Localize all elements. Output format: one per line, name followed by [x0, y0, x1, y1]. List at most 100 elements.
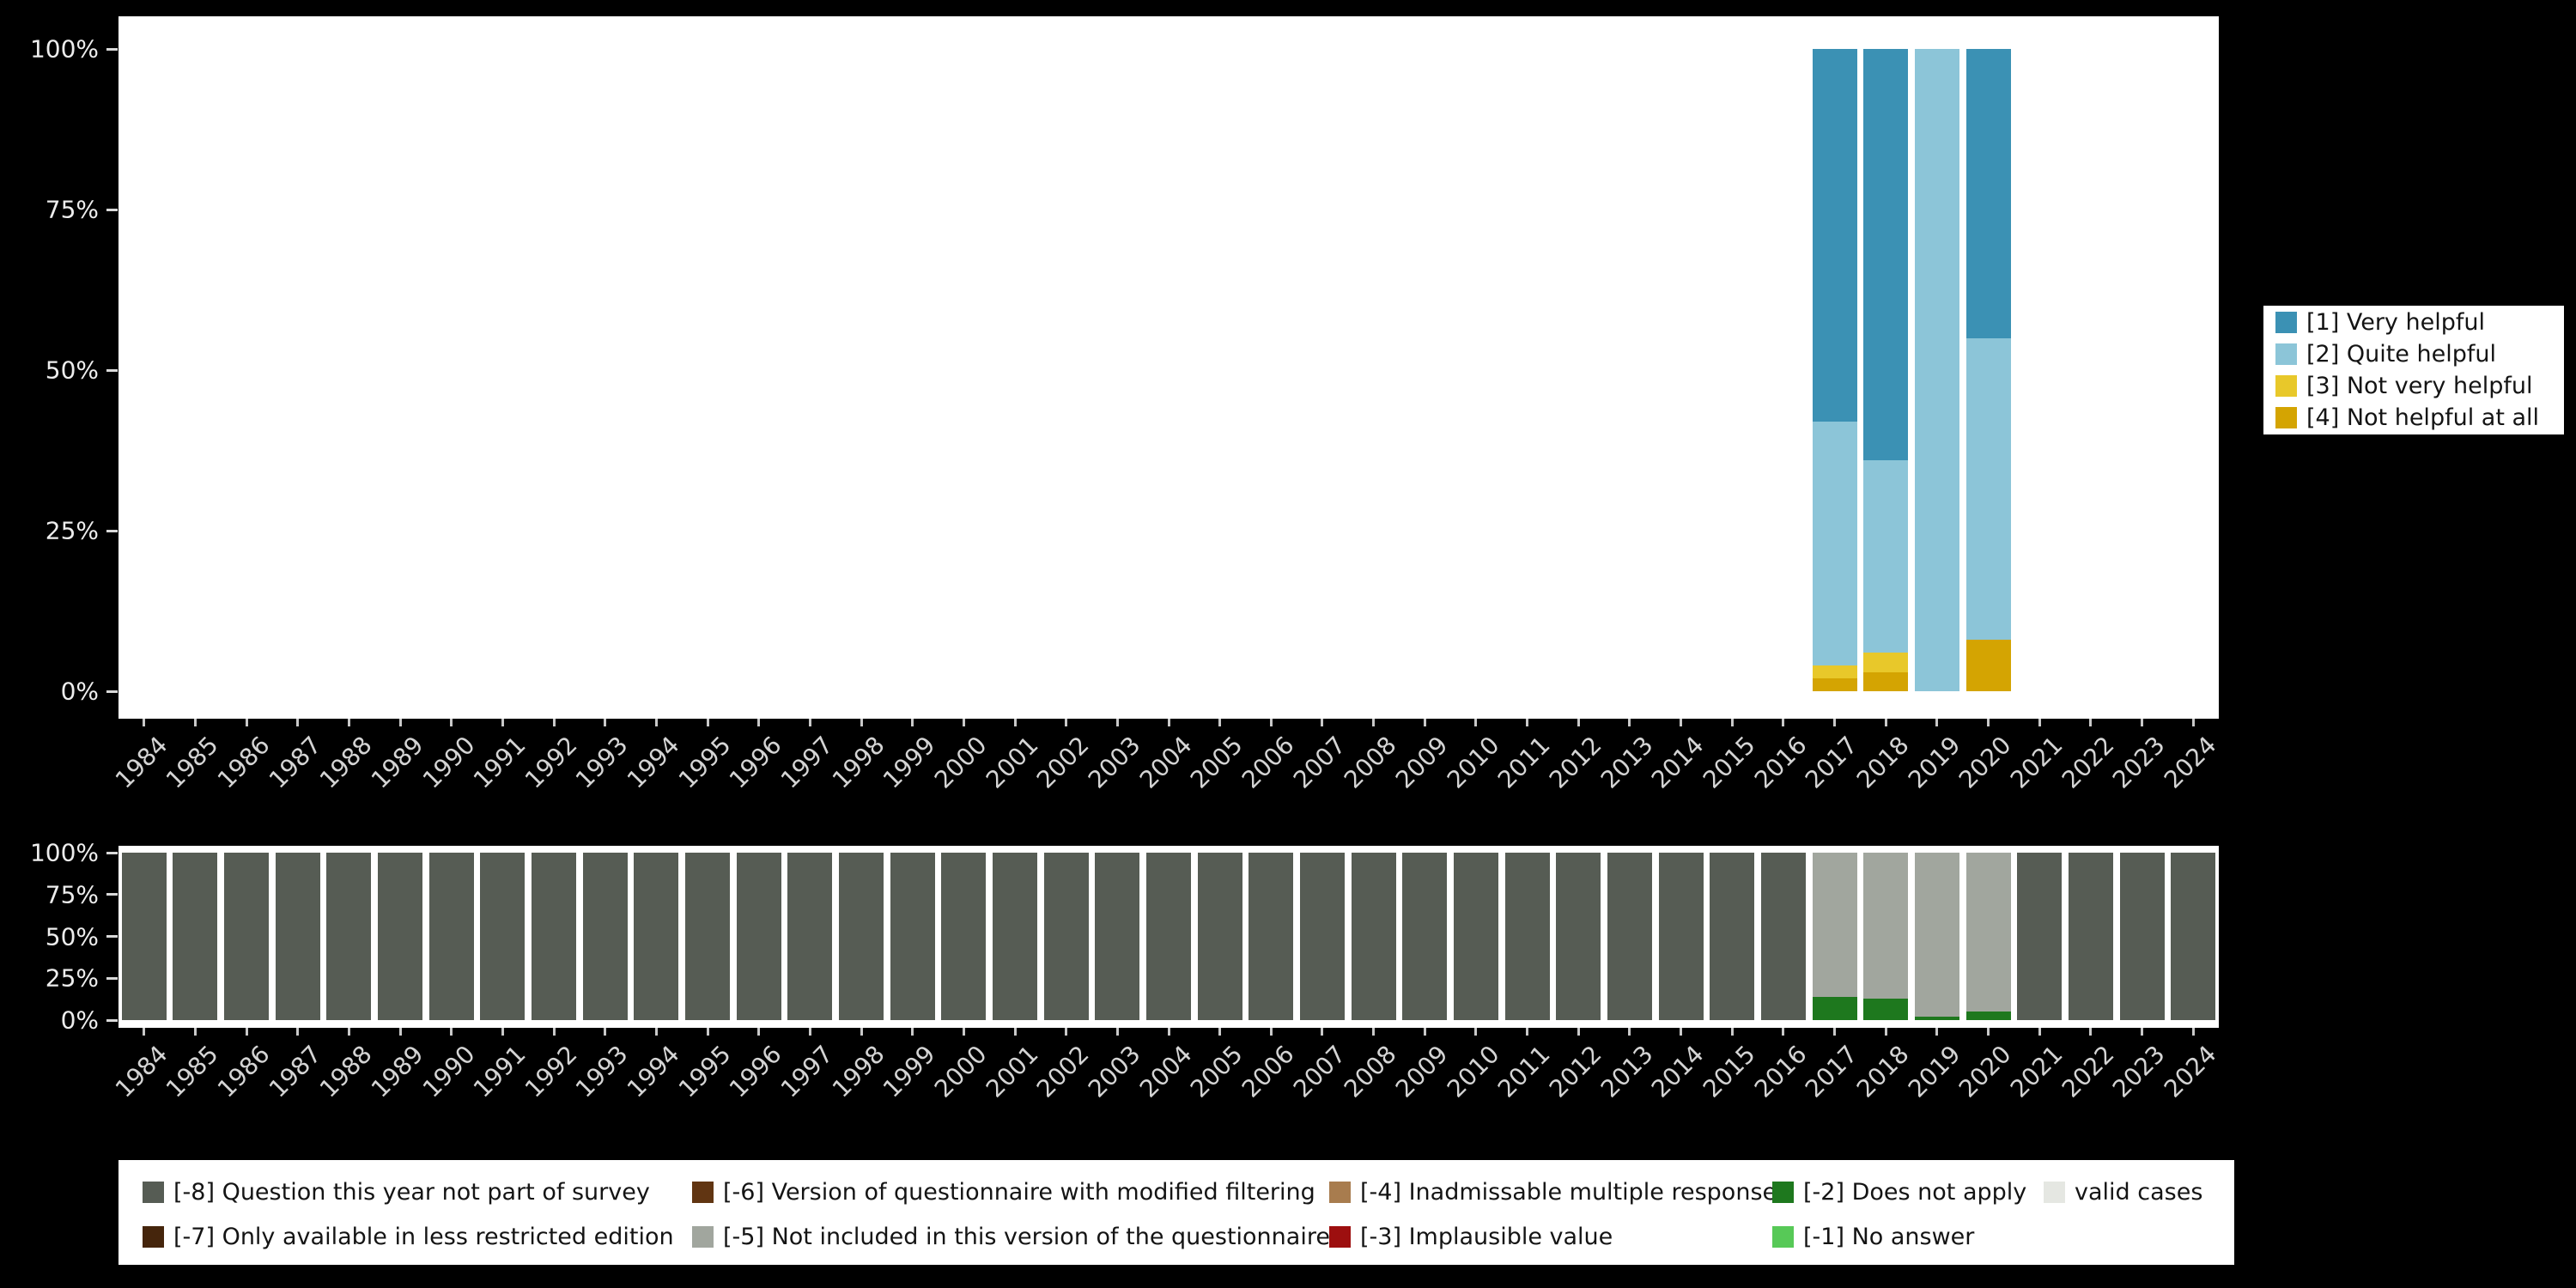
x-axis-tick [1730, 1028, 1734, 1036]
x-axis-tick [245, 1028, 248, 1036]
x-axis-label-text: 2008 [1339, 1040, 1402, 1103]
x-axis-label-text: 2005 [1185, 1040, 1249, 1103]
x-axis-label-text: 1989 [365, 1040, 429, 1103]
x-axis-tick [1526, 719, 1529, 726]
bar-segment-1989 [378, 853, 423, 1020]
x-axis-tick [1372, 1028, 1376, 1036]
y-axis-label: 0% [60, 1005, 99, 1035]
legend-item-label: [-4] Inadmissable multiple response [1360, 1179, 1777, 1206]
x-axis-label-text: 2003 [1082, 1040, 1146, 1103]
bar-segment-1996 [736, 853, 781, 1020]
x-axis-label-text: 1987 [263, 731, 327, 794]
legend-item: [-5] Not included in this version of the… [692, 1224, 1330, 1250]
bar-segment-1984 [121, 853, 167, 1020]
legend-item: [-3] Implausible value [1329, 1224, 1613, 1250]
x-axis-label-text: 1985 [161, 731, 224, 794]
x-axis-tick [1321, 1028, 1324, 1036]
bar-segment-2011 [1504, 853, 1550, 1020]
x-axis-label-text: 2013 [1595, 1040, 1659, 1103]
x-axis-label-text: 2015 [1697, 1040, 1761, 1103]
x-axis-tick [2089, 1028, 2093, 1036]
x-axis-label-text: 1996 [724, 1040, 788, 1103]
y-axis-label: 25% [45, 963, 99, 993]
bar-segment-2001 [993, 853, 1038, 1020]
y-axis-tick [106, 529, 118, 532]
x-axis-label-text: 1997 [775, 1040, 839, 1103]
legend-item-label: [-1] No answer [1803, 1224, 1975, 1250]
missing-codes-legend: [-8] Question this year not part of surv… [118, 1160, 2234, 1265]
x-axis-tick [1628, 719, 1631, 726]
y-axis-label: 25% [45, 516, 99, 545]
x-axis-tick [1269, 1028, 1273, 1036]
legend-item-label: [-3] Implausible value [1360, 1224, 1613, 1250]
x-axis-label-text: 2009 [1389, 731, 1454, 794]
x-axis-label-text: 1986 [211, 731, 276, 794]
x-axis-tick [1269, 719, 1273, 726]
x-axis-label-text: 2012 [1543, 731, 1607, 794]
x-axis-label-text: 1994 [622, 731, 685, 794]
legend-item: valid cases [2044, 1179, 2202, 1206]
bar-segment-2018 [1863, 998, 1909, 1020]
legend-swatch [1329, 1182, 1351, 1203]
bar-segment-2000 [941, 853, 987, 1020]
legend-item-label: [-7] Only available in less restricted e… [173, 1224, 674, 1250]
x-axis-tick [1065, 1028, 1068, 1036]
x-axis-label-text: 2019 [1902, 731, 1966, 794]
legend-swatch [2275, 312, 2297, 333]
legend-swatch [2275, 343, 2297, 365]
x-axis-label-text: 2008 [1339, 731, 1402, 794]
bar-segment-2019 [1914, 49, 1959, 691]
bar-segment-2017 [1812, 996, 1857, 1020]
bar-segment-2023 [2119, 853, 2165, 1020]
x-axis-tick [296, 719, 300, 726]
x-axis-tick [347, 719, 350, 726]
legend-item-label: [-8] Question this year not part of surv… [173, 1179, 650, 1206]
x-axis-tick [143, 719, 146, 726]
x-axis-tick [757, 1028, 761, 1036]
legend-item: [-7] Only available in less restricted e… [143, 1224, 674, 1250]
bar-segment-1987 [275, 853, 320, 1020]
y-axis-label: 75% [45, 195, 99, 224]
y-axis-label: 0% [60, 677, 99, 706]
x-axis-label-text: 2016 [1748, 1040, 1813, 1103]
legend-swatch [692, 1226, 714, 1248]
x-axis-tick [1115, 719, 1119, 726]
bar-segment-2022 [2068, 853, 2113, 1020]
x-axis-tick [1372, 719, 1376, 726]
y-axis-tick [106, 1018, 118, 1022]
x-axis-tick [706, 719, 709, 726]
y-axis-tick [106, 976, 118, 980]
x-axis-tick [1987, 1028, 1990, 1036]
x-axis-label-text: 2017 [1800, 731, 1863, 794]
x-axis-label-text: 2000 [928, 1040, 993, 1103]
x-axis-tick [1628, 1028, 1631, 1036]
legend-item: [4] Not helpful at all [2275, 404, 2564, 431]
bar-segment-1985 [173, 853, 218, 1020]
bar-segment-1992 [532, 853, 577, 1020]
legend-item-label: [2] Quite helpful [2306, 341, 2496, 368]
x-axis-tick [962, 719, 965, 726]
x-axis-tick [1167, 1028, 1170, 1036]
bar-segment-2018 [1863, 49, 1909, 460]
x-axis-tick [450, 719, 453, 726]
legend-item-label: [4] Not helpful at all [2306, 404, 2540, 431]
bar-segment-2013 [1607, 853, 1652, 1020]
x-axis-label-text: 1991 [468, 731, 532, 794]
x-axis-tick [347, 1028, 350, 1036]
x-axis-tick [552, 1028, 556, 1036]
x-axis-label-text: 2021 [2004, 731, 2069, 794]
bar-segment-2018 [1863, 653, 1909, 672]
y-axis-label: 100% [29, 838, 99, 867]
x-axis-label-text: 2002 [1031, 1040, 1096, 1103]
x-axis-label-text: 1990 [416, 1040, 481, 1103]
bar-segment-2020 [1965, 1012, 2011, 1020]
x-axis-label-text: 2011 [1492, 731, 1556, 794]
y-axis-label: 50% [45, 922, 99, 951]
x-axis-tick [1577, 1028, 1580, 1036]
legend-swatch [143, 1182, 164, 1203]
x-axis-label-text: 1990 [416, 731, 481, 794]
legend-item: [3] Not very helpful [2275, 373, 2564, 399]
x-axis-label-text: 1987 [263, 1040, 327, 1103]
x-axis-label-text: 1984 [109, 731, 173, 794]
